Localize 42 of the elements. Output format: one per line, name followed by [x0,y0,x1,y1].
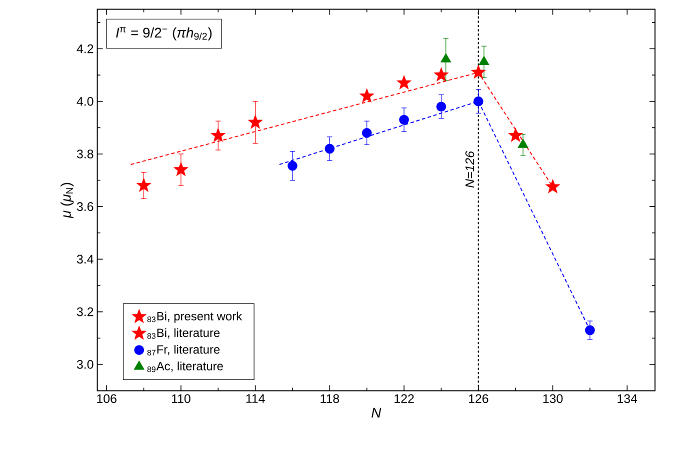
legend-label: $_{87}$Fr, literature [147,344,220,356]
ref-line-label: N=126 [465,150,474,188]
x-axis-title: N [372,408,382,418]
y-tick-label: 4.2 [76,44,94,54]
x-tick-label: 134 [618,394,638,404]
x-tick-label: 114 [246,394,265,403]
point [585,325,595,336]
point [137,178,150,192]
x-tick-label: 122 [394,394,414,403]
x-tick-label: 130 [543,394,563,404]
legend-label: $_{83}$Bi, literature [147,328,220,339]
x-tick-label: 106 [97,394,116,404]
y-tick-label: 3.8 [76,150,94,158]
y-tick-label: 3.6 [76,202,94,211]
point [362,128,372,138]
point [472,66,485,78]
point [248,116,262,128]
point [399,114,409,125]
point [436,102,446,112]
y-tick-label: 4.0 [76,96,94,106]
point [518,139,528,148]
y-tick-label: 3.2 [76,307,94,316]
y-tick-label: 3.4 [76,254,94,264]
point [212,128,225,142]
point [174,162,188,176]
point [288,160,298,171]
point [434,68,448,81]
x-tick-label: 118 [320,394,340,404]
point [479,56,489,66]
y-tick-label: 3.0 [76,360,94,369]
legend-label: $_{89}$Ac, literature [147,362,223,372]
point [473,96,484,106]
x-tick-label: 126 [468,394,488,404]
annotation: I$^{π}$ = 9/2$^{−}$ (πh$_{9/2}$) [116,27,212,40]
point [509,128,522,142]
x-tick-label: 110 [172,394,190,404]
point [324,144,335,154]
point [546,180,560,192]
legend-label: $_{83}$Bi, present work [147,312,242,323]
point [360,89,374,102]
point [440,54,451,62]
point [398,76,411,89]
